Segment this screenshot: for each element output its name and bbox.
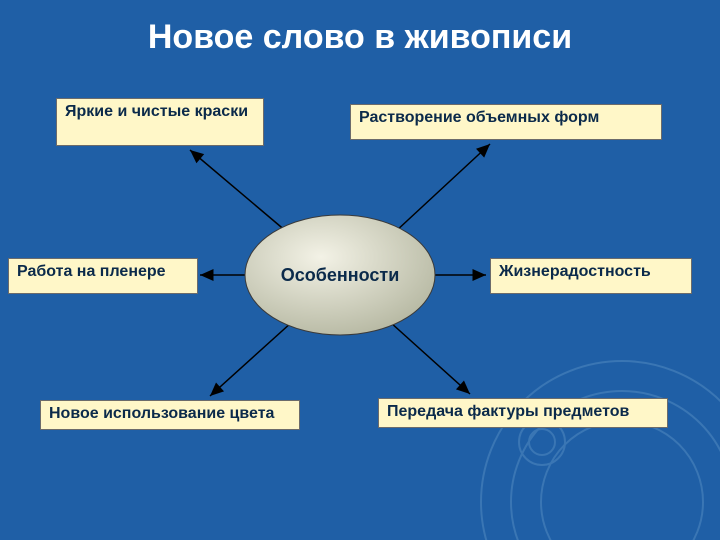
connector-arrow <box>395 144 490 232</box>
box-texture: Передача фактуры предметов <box>378 398 668 428</box>
box-joyfulness: Жизнерадостность <box>490 258 692 294</box>
box-plein-air: Работа на пленере <box>8 258 198 294</box>
slide-stage: Новое слово в живописи Особенности Яркие… <box>0 0 720 540</box>
box-dissolve-forms: Растворение объемных форм <box>350 104 662 140</box>
box-bright-colors: Яркие и чистые краски <box>56 98 264 146</box>
center-node: Особенности <box>245 215 435 335</box>
connector-arrow <box>210 322 292 396</box>
slide-title: Новое слово в живописи <box>0 18 720 57</box>
connector-arrow <box>190 150 287 232</box>
center-node-label: Особенности <box>281 265 400 286</box>
box-new-color-use: Новое использование цвета <box>40 400 300 430</box>
connector-arrow <box>390 322 470 394</box>
